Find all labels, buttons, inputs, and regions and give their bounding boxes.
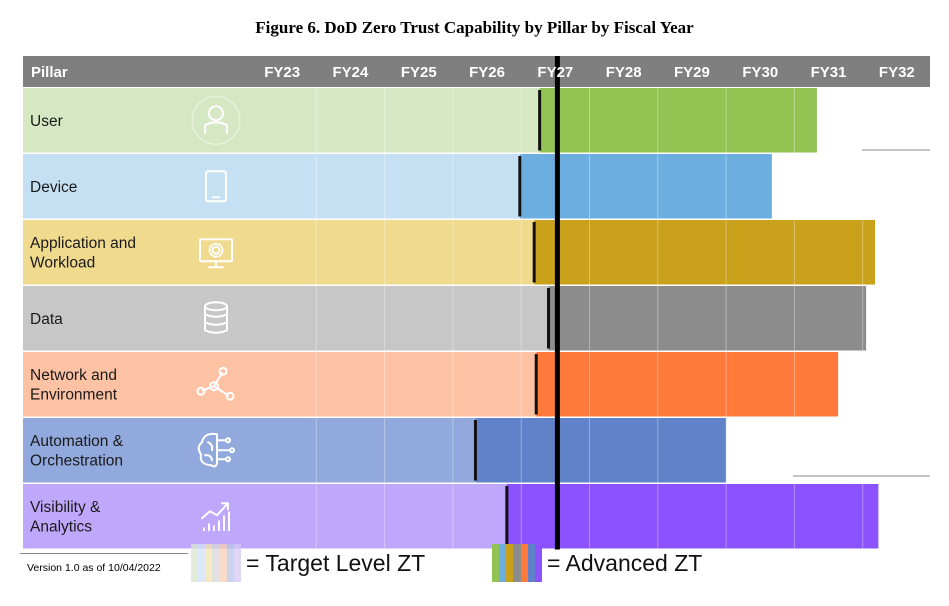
target-level-bar <box>23 154 520 219</box>
legend-target-stripe <box>233 544 241 582</box>
legend-advanced-stripe <box>527 544 535 582</box>
monitor-gear-icon <box>199 238 233 269</box>
pillar-label: Visibility & Analytics <box>30 499 101 536</box>
advanced-level-bar <box>475 418 727 483</box>
legend-target-stripe <box>219 544 227 582</box>
pillar-label: Device <box>30 179 77 196</box>
target-end-marker <box>547 288 551 349</box>
legend-advanced-stripe <box>534 544 542 582</box>
advanced-level-bar <box>506 484 879 549</box>
legend-target-stripe <box>226 544 234 582</box>
target-level-bar <box>23 88 540 153</box>
version-note: Version 1.0 as of 10/04/2022 <box>20 553 188 581</box>
pillar-label: Network and Environment <box>30 367 118 404</box>
fy-tick-label: FY31 <box>811 64 847 81</box>
fy-tick-label: FY32 <box>879 64 915 81</box>
target-level-bar <box>23 418 476 483</box>
legend-target-stripe <box>212 544 220 582</box>
fy-tick-label: FY29 <box>674 64 710 81</box>
analytics-icon <box>201 502 230 532</box>
fy-tick-label: FY27 <box>537 64 573 81</box>
legend-advanced-stripe <box>499 544 507 582</box>
pillar-label: Automation & Orchestration <box>30 433 124 470</box>
fy-tick-label: FY30 <box>742 64 778 81</box>
target-end-marker <box>518 156 522 217</box>
advanced-level-bar <box>534 220 875 285</box>
target-level-bar <box>23 220 535 285</box>
pillar-label: Application and Workload <box>30 235 136 272</box>
fy-tick-label: FY24 <box>333 64 370 81</box>
target-level-bar <box>23 484 507 549</box>
target-end-marker <box>532 222 536 283</box>
legend-target-stripe <box>191 544 199 582</box>
fy-tick-label: FY25 <box>401 64 437 81</box>
chart-rows <box>23 88 879 549</box>
fy27-boundary-line <box>554 56 560 550</box>
fy-tick-label: FY26 <box>469 64 505 81</box>
target-end-marker <box>538 90 542 151</box>
network-icon <box>196 366 235 401</box>
legend-advanced-swatch <box>492 544 542 582</box>
pillar-label: User <box>30 113 63 130</box>
chart-marks <box>191 56 930 550</box>
legend-advanced-stripe <box>506 544 514 582</box>
chart-text: Pillar FY23 FY24 FY25 FY26 FY27 FY28 FY29 FY30 FY… <box>30 64 915 535</box>
advanced-level-bar <box>519 154 772 219</box>
chart-header <box>23 56 930 87</box>
brain-circuit-icon <box>197 432 235 468</box>
chart-gridlines <box>315 88 932 549</box>
target-end-marker <box>534 354 538 415</box>
fy-tick-label: FY23 <box>264 64 300 81</box>
advanced-level-bar <box>539 88 817 153</box>
advanced-level-bar <box>536 352 839 417</box>
legend-advanced-stripe <box>520 544 528 582</box>
target-end-marker <box>473 420 477 481</box>
user-icon <box>191 95 241 145</box>
pillar-label: Data <box>30 311 63 328</box>
advanced-level-bar <box>548 286 867 351</box>
header-pillar-label: Pillar <box>31 64 68 81</box>
target-level-bar <box>23 286 549 351</box>
tablet-icon <box>205 170 227 203</box>
legend-advanced-stripe <box>513 544 521 582</box>
target-end-marker <box>505 486 509 547</box>
header-bar <box>23 56 930 87</box>
legend-target-label: = Target Level ZT <box>246 550 426 576</box>
figure-title: Figure 6. DoD Zero Trust Capability by P… <box>255 18 694 37</box>
legend-advanced-label: = Advanced ZT <box>547 550 703 576</box>
database-icon <box>204 301 228 334</box>
legend-target-stripe <box>198 544 206 582</box>
legend-advanced-stripe <box>492 544 500 582</box>
target-level-bar <box>23 352 537 417</box>
legend-target-swatch <box>191 544 241 582</box>
legend-target-stripe <box>205 544 213 582</box>
fy-tick-label: FY28 <box>606 64 642 81</box>
